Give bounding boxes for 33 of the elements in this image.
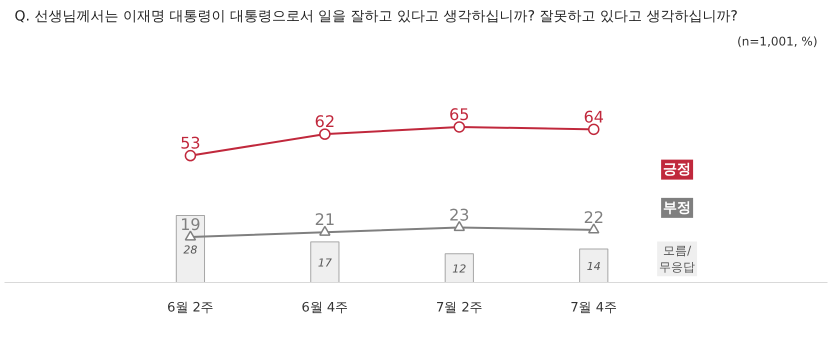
data-label: 28 [183, 243, 198, 256]
point [184, 150, 196, 162]
point [319, 226, 331, 236]
x-tick-label: 6월 2주 [167, 300, 214, 316]
x-tick-label: 6월 4주 [302, 300, 348, 316]
data-label: 64 [584, 107, 604, 126]
point [454, 121, 466, 133]
point [319, 128, 331, 140]
point [588, 124, 600, 136]
x-tick-label: 7월 4주 [570, 300, 618, 316]
data-label: 23 [449, 205, 470, 224]
text: 모름/ 무응답 [659, 243, 696, 274]
data-label: 17 [318, 256, 332, 270]
bar [579, 248, 608, 282]
data-label: 22 [584, 208, 604, 227]
text: 부정 [663, 200, 692, 216]
bar [310, 241, 340, 282]
text: (n=1,001, %) [737, 34, 818, 48]
point [184, 230, 196, 241]
point [454, 220, 466, 232]
x-tick-label: 7월 2주 [436, 300, 483, 316]
point [588, 223, 600, 234]
bar [444, 253, 474, 282]
data-label: 14 [586, 260, 601, 274]
data-label: 12 [452, 262, 466, 276]
data-label: 21 [314, 210, 336, 230]
chart-title: Q. 선생님께서는 이재명 대통령이 대통령으로서 일을 잘하고 있다고 생각하십니까? 잘못하고 있다고 생각하십니까? [14, 8, 738, 24]
data-label: 53 [180, 134, 201, 153]
data-label: 19 [180, 215, 201, 234]
data-label: 62 [314, 112, 336, 132]
data-label: 65 [449, 104, 470, 124]
bar [176, 214, 206, 282]
text: 긍정 [663, 162, 692, 178]
